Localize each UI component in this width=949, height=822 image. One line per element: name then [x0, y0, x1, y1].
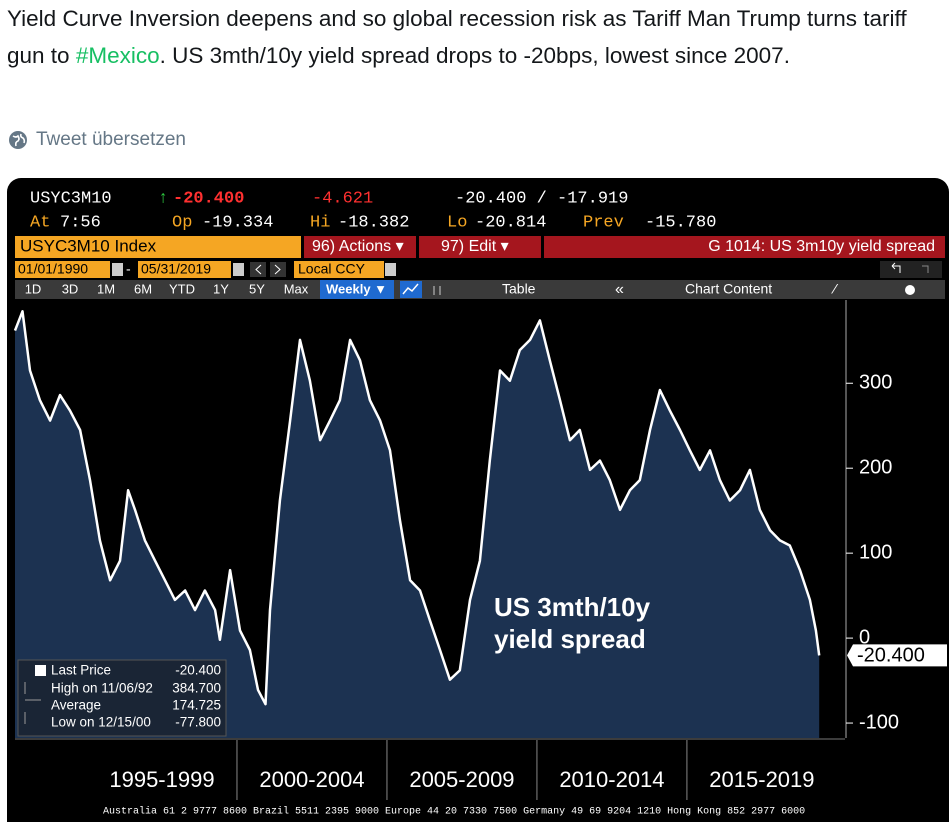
time: 7:56	[60, 213, 101, 232]
date-dash: -	[126, 261, 131, 277]
annotation: yield spread	[494, 624, 646, 654]
x-tick-label: 2010-2014	[559, 767, 664, 792]
chart-name: G 1014: US 3m10y yield spread	[708, 238, 935, 255]
chart-name-bar	[544, 236, 945, 258]
globe-icon	[9, 131, 27, 149]
x-tick-label: 1995-1999	[109, 767, 214, 792]
last-value-pointer	[847, 644, 947, 667]
edit-icon[interactable]: ⁄	[831, 281, 839, 297]
start-date: 01/01/1990	[18, 261, 88, 277]
range-button[interactable]: 5Y	[249, 281, 265, 296]
undo-redo[interactable]	[880, 261, 942, 278]
up-arrow: ↑	[158, 189, 168, 208]
legend-value: -77.800	[175, 715, 221, 730]
currency-field[interactable]	[294, 261, 384, 278]
last-price: -20.400	[173, 189, 244, 208]
y-tick-label: 200	[859, 456, 892, 478]
undo-icon	[891, 262, 901, 273]
last-value-tag: -20.400	[857, 645, 925, 667]
legend-label: High on 11/06/92	[51, 681, 153, 696]
low: -20.814	[475, 213, 546, 232]
edit-button[interactable]	[419, 236, 541, 258]
prev-button[interactable]	[250, 262, 266, 277]
ticker: USYC3M10	[30, 189, 112, 208]
start-date-field[interactable]	[15, 261, 110, 278]
high-label: Hi	[310, 213, 330, 232]
legend-value: 384.700	[172, 681, 221, 696]
prev-icon	[255, 264, 262, 275]
currency: Local CCY	[298, 261, 366, 277]
security-field[interactable]	[15, 236, 301, 258]
x-tick-label: 2015-2019	[709, 767, 814, 792]
area	[15, 311, 820, 738]
legend-label: Last Price	[51, 663, 111, 678]
y-tick-label: 100	[859, 541, 892, 563]
prev: -15.780	[645, 213, 716, 232]
translate-link[interactable]: Tweet übersetzen	[8, 129, 186, 151]
range-button[interactable]: 1D	[25, 281, 42, 296]
toolbar	[15, 280, 945, 299]
legend-box	[17, 659, 227, 737]
redo-icon	[922, 265, 929, 273]
calendar-icon[interactable]	[233, 263, 244, 276]
chart-content-button[interactable]: Chart Content	[685, 281, 772, 297]
legend-value: 174.725	[172, 698, 221, 713]
actions: 96) Actions ▾	[312, 238, 404, 255]
legend-value: -20.400	[175, 663, 221, 678]
end-date: 05/31/2019	[141, 261, 211, 277]
next-icon	[274, 264, 281, 275]
time-label: At	[30, 213, 50, 232]
footer: Australia 61 2 9777 8600 Brazil 5511 239…	[103, 806, 805, 818]
range-button[interactable]: 6M	[134, 281, 152, 296]
frequency-button[interactable]	[320, 280, 394, 299]
bid-ask: -20.400 / -17.919	[455, 189, 628, 208]
y-tick-label: 300	[859, 372, 892, 394]
next-button[interactable]	[270, 262, 286, 277]
range-button[interactable]: 1Y	[213, 281, 229, 296]
annotation: US 3mth/10y	[494, 592, 651, 622]
low-label: Lo	[447, 213, 467, 232]
tweet-text: Yield Curve Inversion deepens and so glo…	[7, 0, 932, 74]
open-label: Op	[172, 213, 192, 232]
collapse-button[interactable]: «	[615, 281, 624, 298]
chart-screenshot: USYC3M10 ↑ -20.400 -4.621 -20.400 / -17.…	[7, 178, 949, 822]
table-button[interactable]: Table	[502, 281, 536, 297]
prev-label: Prev	[583, 213, 624, 232]
line	[13, 310, 821, 706]
change: -4.621	[312, 189, 373, 208]
range-button[interactable]: 1M	[97, 281, 115, 296]
y-tick-label: -100	[859, 711, 899, 733]
edit: 97) Edit ▾	[441, 238, 509, 255]
x-tick-label: 2000-2004	[259, 767, 364, 792]
line-chart-icon	[402, 283, 419, 295]
translate-text: Tweet übersetzen	[36, 129, 186, 150]
legend-label: Low on 12/15/00	[51, 715, 151, 730]
security: USYC3M10 Index	[20, 236, 157, 255]
calendar-icon[interactable]	[112, 263, 123, 276]
settings-icon[interactable]	[905, 285, 915, 295]
range-button[interactable]: 3D	[62, 281, 79, 296]
legend-label: Average	[51, 698, 101, 713]
tweet-text-part: . US 3mth/10y yield spread drops to -20b…	[159, 43, 790, 68]
range-button[interactable]: YTD	[169, 281, 195, 296]
x-tick-label: 2005-2009	[409, 767, 514, 792]
legend-icons	[24, 682, 41, 724]
dropdown-icon[interactable]	[385, 263, 396, 276]
legend-swatch	[35, 665, 46, 676]
tweet-text-part: Yield Curve Inversion deepens and so glo…	[7, 6, 907, 68]
range-button[interactable]: Max	[284, 281, 309, 296]
open: -19.334	[202, 213, 273, 232]
frequency: Weekly ▼	[326, 281, 387, 296]
actions-button[interactable]	[304, 236, 416, 258]
bar-icon[interactable]	[433, 286, 441, 295]
end-date-field[interactable]	[138, 261, 231, 278]
y-tick-label: 0	[859, 626, 870, 648]
hashtag[interactable]: #Mexico	[75, 43, 160, 68]
high: -18.382	[338, 213, 409, 232]
